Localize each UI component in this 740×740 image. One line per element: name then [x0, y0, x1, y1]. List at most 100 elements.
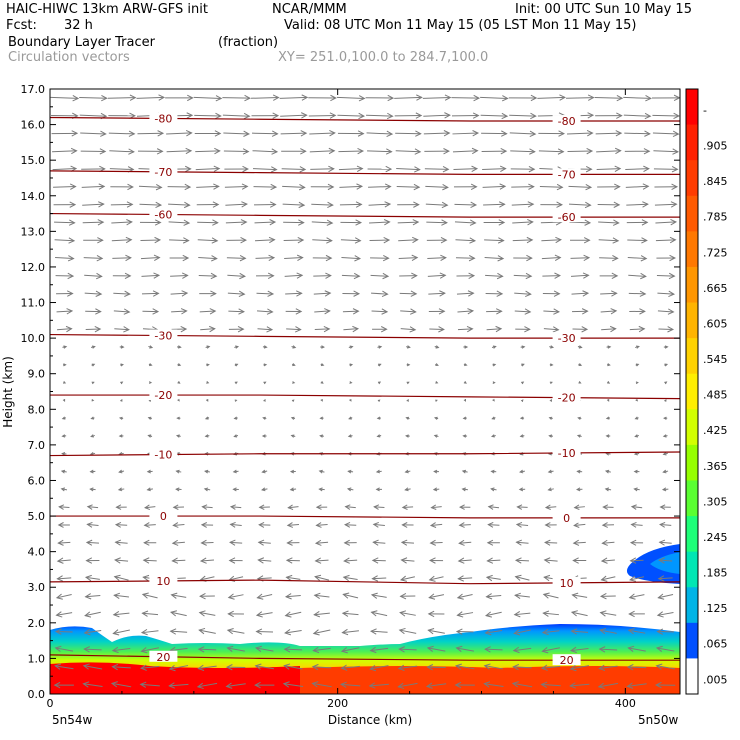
wind-vector: [396, 168, 420, 171]
wind-vector-head: [181, 272, 189, 279]
wind-vector-head: [381, 308, 389, 315]
wind-vector-head: [357, 147, 365, 155]
wind-vector: [200, 576, 215, 581]
wind-vector-head: [204, 434, 209, 438]
wind-vector-head: [655, 663, 663, 670]
wind-vector-head: [128, 148, 135, 155]
colorbar-label: .305: [703, 495, 728, 508]
wind-vector-head: [455, 628, 463, 635]
wind-vector: [222, 97, 250, 99]
wind-vector: [429, 576, 444, 581]
wind-vector-head: [239, 255, 247, 262]
wind-vector: [427, 647, 446, 652]
wind-vector-head: [428, 575, 436, 582]
wind-vector-head: [124, 272, 132, 280]
wind-vector-head: [377, 381, 382, 385]
wind-vector-head: [671, 166, 679, 173]
wind-vector-head: [378, 363, 382, 367]
wind-vector-head: [527, 219, 534, 226]
wind-vector-head: [97, 237, 104, 244]
wind-vector: [83, 665, 103, 670]
wind-vector: [655, 239, 676, 242]
wind-vector: [315, 541, 329, 544]
wind-vector-head: [62, 381, 67, 384]
wind-vector: [484, 256, 504, 260]
wind-vector-head: [314, 539, 322, 546]
wind-vector-head: [461, 487, 466, 492]
wind-vector-head: [209, 325, 216, 333]
wind-vector-head: [664, 363, 669, 367]
wind-vector-head: [628, 593, 636, 600]
wind-vector-head: [599, 627, 607, 635]
wind-vector-head: [152, 308, 160, 315]
wind-vector-head: [464, 363, 468, 367]
wind-vector: [258, 541, 271, 544]
wind-vector-head: [181, 290, 189, 297]
contour-label: 20: [156, 651, 170, 664]
wind-vector-head: [511, 681, 519, 688]
wind-vector-head: [158, 94, 166, 101]
wind-vector-head: [553, 308, 560, 315]
wind-vector-head: [296, 254, 304, 261]
wind-vector-head: [469, 237, 477, 244]
wind-vector-head: [491, 416, 496, 420]
wind-vector-head: [69, 201, 77, 208]
contour-label: -30: [154, 330, 172, 343]
wind-vector-head: [382, 272, 390, 280]
wind-vector-head: [576, 469, 581, 474]
wind-vector: [252, 132, 278, 135]
wind-vector: [84, 630, 102, 634]
wind-vector-head: [641, 219, 649, 226]
wind-vector: [628, 292, 646, 295]
wind-vector: [111, 221, 132, 224]
wind-vector-head: [349, 381, 353, 384]
contour-label: 10: [156, 575, 170, 588]
wind-vector-head: [440, 237, 448, 244]
wind-vector: [313, 647, 331, 652]
wind-vector-head: [270, 183, 278, 191]
wind-vector-head: [612, 255, 619, 262]
wind-vector-head: [573, 522, 580, 528]
wind-vector: [140, 683, 160, 687]
wind-vector-head: [444, 112, 451, 119]
wind-vector: [227, 629, 245, 634]
wind-vector-head: [612, 237, 620, 244]
wind-vector: [166, 150, 192, 153]
wind-vector-head: [572, 557, 579, 564]
wind-vector: [85, 576, 100, 580]
wind-vector: [198, 665, 217, 670]
wind-vector: [281, 168, 306, 170]
wind-vector: [543, 310, 559, 313]
wind-vector-head: [527, 201, 535, 208]
wind-vector-head: [661, 487, 667, 492]
wind-vector-head: [57, 539, 64, 546]
wind-vector: [223, 132, 249, 135]
wind-vector: [627, 239, 647, 242]
wind-vector: [659, 559, 673, 562]
wind-vector-head: [670, 201, 678, 208]
wind-vector-head: [296, 272, 304, 279]
x-tick-label: 400: [615, 697, 636, 710]
wind-vector-head: [607, 380, 611, 384]
wind-vector-head: [582, 272, 590, 279]
wind-vector: [571, 630, 589, 633]
wind-vector-head: [457, 575, 465, 582]
wind-vector-head: [123, 326, 130, 333]
wind-vector-head: [599, 593, 607, 600]
wind-vector-head: [498, 219, 506, 226]
wind-vector-head: [84, 611, 92, 618]
wind-vector: [488, 506, 500, 509]
wind-vector-head: [91, 363, 96, 367]
wind-vector: [429, 594, 445, 599]
wind-vector: [517, 506, 528, 508]
wind-vector-head: [125, 236, 133, 244]
wind-vector-head: [187, 94, 194, 102]
wind-vector-head: [597, 682, 605, 690]
y-tick-label: 7.0: [28, 439, 46, 452]
wind-vector-head: [435, 399, 438, 402]
wind-vector-head: [541, 647, 549, 654]
wind-vector: [545, 506, 557, 509]
wind-vector-head: [72, 95, 80, 102]
wind-vector-head: [215, 95, 223, 102]
wind-vector: [366, 132, 393, 135]
